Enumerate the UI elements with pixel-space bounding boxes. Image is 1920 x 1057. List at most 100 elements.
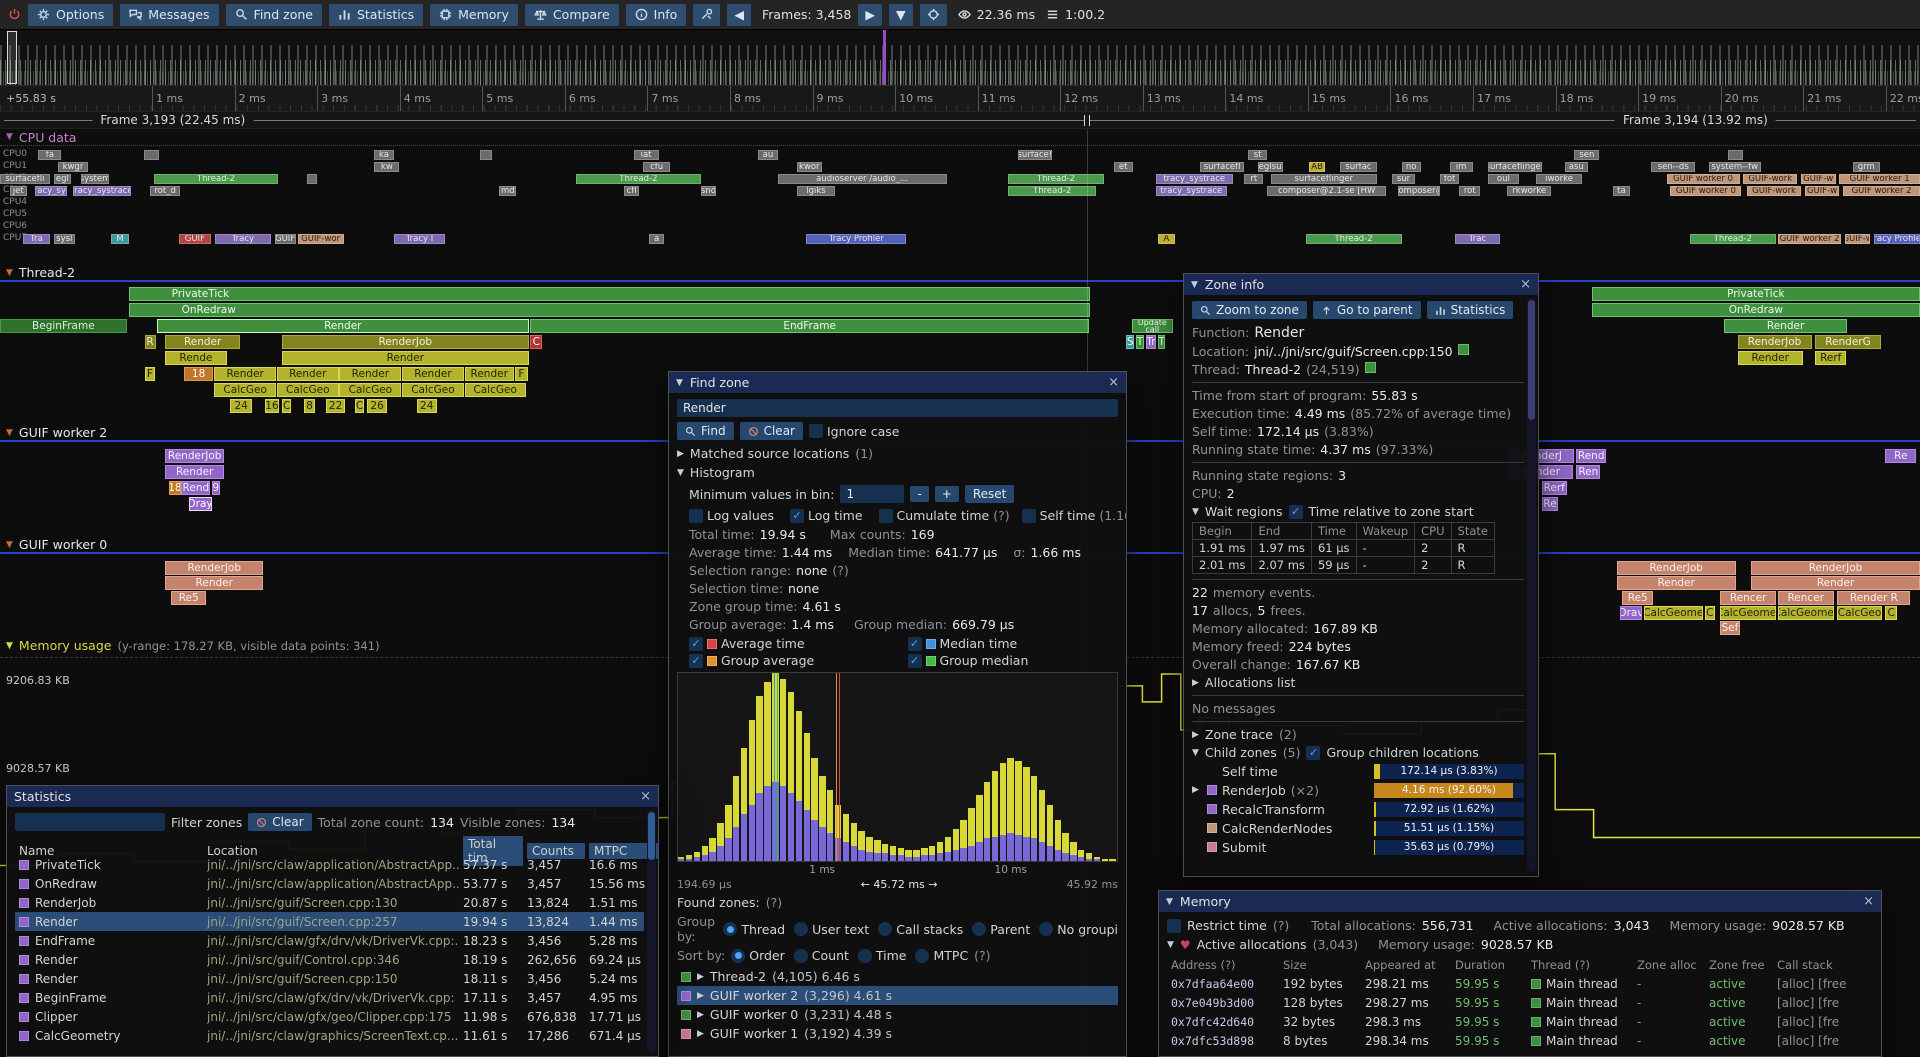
frames-row[interactable]: Frame 3,193 (22.45 ms) Frame 3,194 (13.9… <box>0 112 1920 129</box>
timeline-zone[interactable]: Sef <box>1720 621 1739 635</box>
cpu-zone[interactable]: surfaceflinger <box>1488 162 1542 172</box>
cpu-zone[interactable]: GUIF worker 1 <box>1839 174 1920 184</box>
messages-button[interactable]: Messages <box>120 4 218 26</box>
timeline-zone[interactable]: Dray <box>189 497 212 511</box>
cpu-zone[interactable]: Thread-2 <box>154 174 279 184</box>
frame-label[interactable]: Frame 3,194 (13.92 ms) <box>1615 113 1776 127</box>
cpu-zone[interactable]: Thread-2 <box>1008 174 1104 184</box>
cpu-zone[interactable]: surfacefli <box>0 174 50 184</box>
timeline-zone[interactable]: 8 <box>304 399 316 413</box>
cpu-zone[interactable]: eglsu <box>1258 162 1283 172</box>
zone-group-row[interactable]: ▶ GUIF worker 2 (3,296) 4.61 s <box>677 986 1118 1005</box>
cpu-zone[interactable]: no <box>1402 162 1421 172</box>
memory-col-header[interactable]: Call stack <box>1777 958 1869 972</box>
cpu-zone[interactable]: grm <box>1853 162 1880 172</box>
options-button[interactable]: Options <box>28 4 113 26</box>
cpu-zone[interactable]: composer@ <box>1398 186 1440 196</box>
histogram-option-checkbox[interactable]: Self time(1.16%) <box>1022 508 1127 523</box>
find-zone-histogram[interactable] <box>677 672 1118 862</box>
cpu-zone[interactable]: fa <box>38 150 61 160</box>
filter-zones-input[interactable] <box>15 813 165 831</box>
cpu-zone[interactable]: Thread-2 <box>1306 234 1402 244</box>
timeline-zone[interactable]: Rerf <box>1542 481 1567 495</box>
cpu-zone[interactable]: surfacefl <box>1200 162 1244 172</box>
cpu-zone[interactable]: jet <box>10 186 27 196</box>
memory-window[interactable]: ▼ Memory × Restrict time(?) Total alloca… <box>1158 890 1882 1057</box>
histogram-section-header[interactable]: ▼Histogram <box>677 465 1118 480</box>
timeline-zone[interactable]: PrivateTick <box>1592 287 1920 301</box>
timeline-zone[interactable]: 22 <box>326 399 346 413</box>
timeline-zone[interactable]: F <box>515 367 529 381</box>
cpu-zone[interactable]: A <box>1158 234 1175 244</box>
cpu-zone[interactable]: snd <box>701 186 716 196</box>
statistics-row[interactable]: CalcGeometry jni/../jni/src/claw/graphic… <box>15 1026 644 1045</box>
group-by-radio[interactable]: No groupi <box>1039 922 1118 937</box>
cpu-zone[interactable]: GUIF worker 2 <box>1778 234 1841 244</box>
timeline-zone[interactable]: Rend <box>181 481 210 495</box>
tools-button[interactable] <box>693 4 720 26</box>
wait-col-header[interactable]: Begin <box>1193 523 1252 540</box>
timeline-zone[interactable]: EndFrame <box>530 319 1089 333</box>
timeline-zone[interactable]: S <box>1126 335 1133 349</box>
group-by-radio[interactable]: Parent <box>972 922 1030 937</box>
timeline-zone[interactable]: Rende <box>165 351 226 365</box>
timeline-zone[interactable]: Render <box>402 367 464 381</box>
scrollbar[interactable] <box>647 810 656 1052</box>
timeline-zone[interactable]: Render <box>157 319 529 333</box>
cpu-zone[interactable]: GUIF worker 0 <box>1670 186 1741 196</box>
timeline-zone[interactable]: Tr <box>1146 335 1156 349</box>
wait-col-header[interactable]: CPU <box>1415 523 1451 540</box>
child-zone-row[interactable]: ▶ RenderJob (×2) 4.16 ms (92.60%) <box>1192 782 1524 798</box>
matched-locations-row[interactable]: ▶Matched source locations(1) <box>677 446 1118 461</box>
timeline-zone[interactable]: Rend <box>1576 449 1606 463</box>
cpu-zone[interactable]: Tracy I <box>394 234 446 244</box>
cpu-zone[interactable]: tracy_systrace <box>1156 186 1227 196</box>
cpu-zone[interactable]: sysl <box>54 234 75 244</box>
find-zone-search-input[interactable] <box>677 399 1118 417</box>
timeline-zone[interactable]: Drav <box>1620 606 1641 620</box>
cpu-zone[interactable]: Tracy Profiler <box>1874 234 1920 244</box>
cpu-zone[interactable] <box>480 150 492 160</box>
timeline-zone[interactable]: Rerf <box>1815 351 1846 365</box>
zone-statistics-button[interactable]: Statistics <box>1427 301 1514 319</box>
timeline-zone[interactable]: RenderG <box>1815 335 1880 349</box>
cpu-zone[interactable]: sen--ds <box>1651 162 1695 172</box>
cpu-zone[interactable]: ta <box>1613 186 1630 196</box>
legend-checkbox[interactable]: Average time <box>689 636 900 651</box>
power-icon[interactable] <box>8 8 21 21</box>
cpu-zone[interactable]: surfaceflinger <box>1271 174 1377 184</box>
timeline-zone[interactable]: T <box>1136 335 1143 349</box>
legend-checkbox[interactable]: Group median <box>908 653 1119 668</box>
cpu-zone[interactable]: sur <box>1392 174 1415 184</box>
thread-button[interactable] <box>1365 362 1376 373</box>
collapse-icon[interactable]: ▼ <box>1191 280 1198 290</box>
cpu-zone[interactable]: GUIF <box>275 234 296 244</box>
cpu-zone[interactable]: surfac <box>1340 162 1376 172</box>
wait-col-header[interactable]: State <box>1451 523 1494 540</box>
child-zone-row[interactable]: Self time 172.14 µs (3.83%) <box>1192 763 1524 779</box>
statistics-row[interactable]: Render jni/../jni/src/guif/Control.cpp:3… <box>15 950 644 969</box>
memory-col-header[interactable]: Duration <box>1455 958 1525 972</box>
next-frame-button[interactable]: ▶ <box>858 4 882 26</box>
cpu-zone[interactable]: GUIF-work <box>1743 174 1797 184</box>
cpu-zone[interactable]: Tracy Profiler <box>806 234 906 244</box>
cpu-zone[interactable]: GUIF-w <box>1801 174 1836 184</box>
timeline-zone[interactable]: Render <box>1724 319 1847 333</box>
jump-dropdown-button[interactable]: ▼ <box>889 4 913 26</box>
cpu-zone[interactable]: rt <box>1244 174 1263 184</box>
timeline-zone[interactable]: Render <box>165 576 263 590</box>
wait-region-row[interactable]: 2.01 ms2.07 ms59 µs -2R <box>1193 557 1495 574</box>
wait-col-header[interactable]: Time <box>1311 523 1356 540</box>
clear-filter-button[interactable]: Clear <box>248 813 311 831</box>
collapse-icon[interactable]: ▼ <box>1166 897 1173 907</box>
cpu-zone[interactable]: fot <box>1440 174 1459 184</box>
memory-col-header[interactable]: Zone free <box>1709 958 1771 972</box>
close-icon[interactable]: × <box>1108 376 1119 389</box>
timeline-zone[interactable]: CalcGeo <box>277 383 339 397</box>
sort-by-radio[interactable]: MTPC <box>915 948 968 963</box>
timeline-zone[interactable]: Render <box>214 367 276 381</box>
timeline-zone[interactable]: Render <box>165 465 224 479</box>
timeline-zone[interactable]: F <box>145 367 156 381</box>
timeline-zone[interactable]: BeginFrame <box>0 319 127 333</box>
memory-col-header[interactable]: Address (?) <box>1171 958 1277 972</box>
